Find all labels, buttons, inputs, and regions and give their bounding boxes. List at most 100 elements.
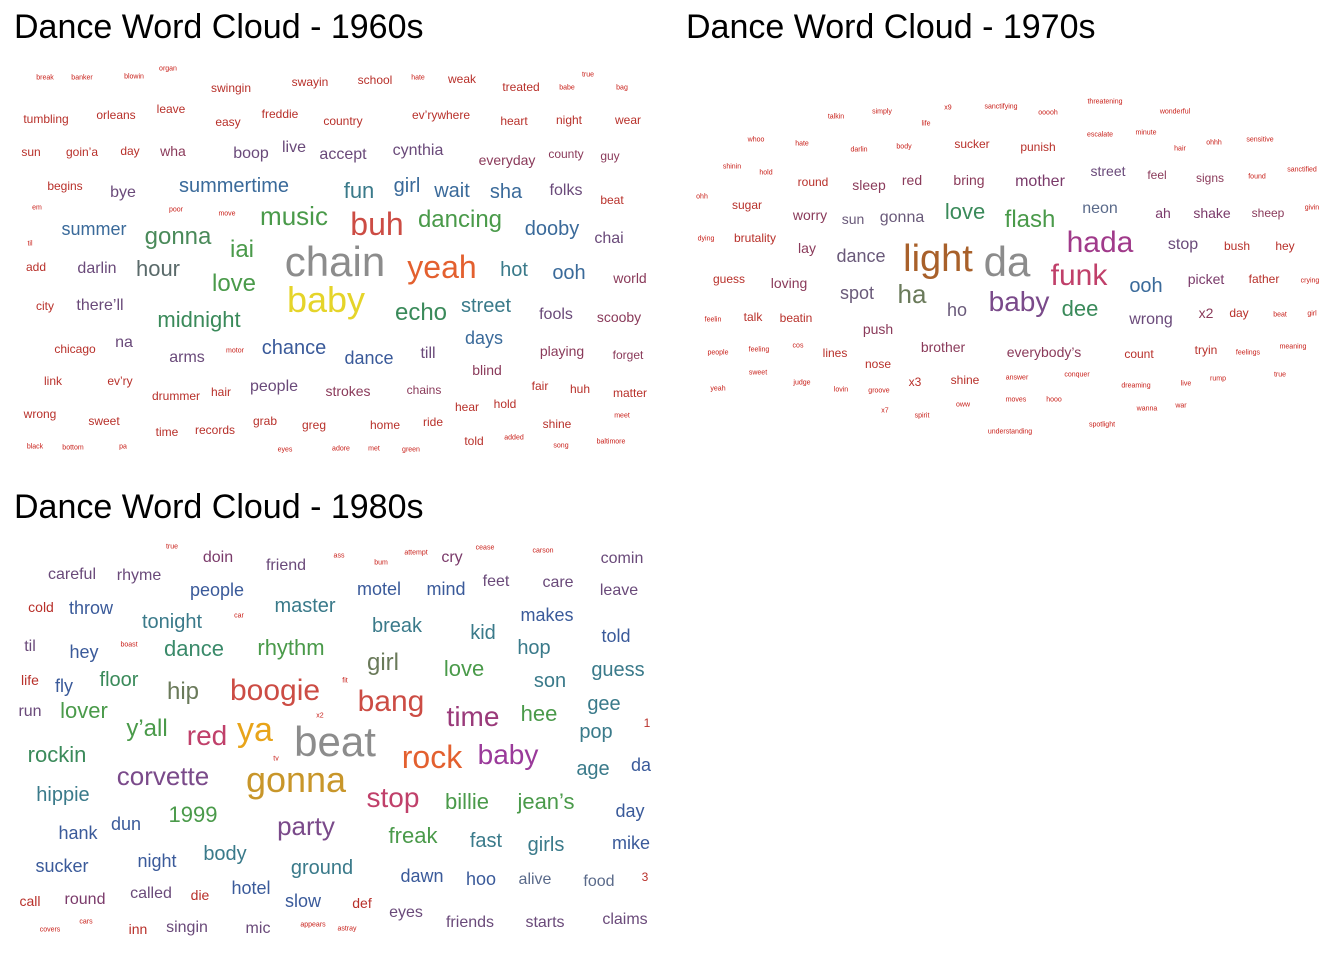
word-drummer: drummer [151, 389, 201, 403]
word-huh: huh [569, 382, 591, 396]
word-organ: organ [159, 65, 177, 73]
word-hear: hear [454, 400, 480, 414]
word-dance: dance [164, 636, 224, 661]
word-meet: meet [614, 412, 630, 420]
word-hee: hee [520, 701, 558, 726]
word-sanctified: sanctified [1287, 166, 1317, 174]
word-sugar: sugar [731, 198, 763, 212]
word-hey: hey [1275, 239, 1295, 253]
word-father: father [1248, 272, 1280, 286]
word-understanding: understanding [987, 428, 1033, 436]
word-easy: easy [215, 115, 241, 129]
word-ohhh: ohhh [1206, 139, 1222, 147]
word-country: country [323, 114, 363, 128]
word-adore: adore [332, 445, 350, 453]
word-x7: x7 [881, 407, 889, 415]
word-darlin: darlin [77, 260, 117, 277]
word-chicago: chicago [54, 342, 96, 356]
word-time: time [446, 701, 500, 732]
word-guy: guy [600, 149, 620, 163]
word-wear: wear [614, 113, 642, 127]
word-told: told [464, 434, 484, 448]
word-gee: gee [587, 693, 621, 715]
word-party: party [277, 811, 335, 841]
word-stop: stop [1167, 236, 1199, 253]
word-summer: summer [61, 219, 127, 239]
word-feet: feet [482, 573, 510, 590]
word-beat: beat [294, 718, 376, 765]
word-whoo: whoo [747, 136, 765, 144]
word-hooo: hooo [1046, 396, 1062, 404]
word-cease: cease [475, 544, 495, 552]
word-red: red [901, 172, 923, 188]
word-hate: hate [795, 140, 809, 148]
word-starts: starts [525, 914, 565, 931]
word-pop: pop [579, 721, 613, 743]
word-sha: sha [489, 181, 523, 203]
word-threatening: threatening [1087, 98, 1123, 106]
word-motor: motor [226, 347, 244, 355]
word-til: til [27, 240, 33, 248]
word-call: call [19, 893, 41, 909]
word-astray: astray [337, 925, 357, 933]
word-body: body [896, 143, 912, 151]
word-forget: forget [612, 348, 644, 362]
word-music: music [260, 201, 328, 231]
word-na: na [115, 334, 133, 351]
word-car: car [234, 612, 244, 620]
word-shinin: shinin [722, 163, 742, 171]
word-1999: 1999 [168, 802, 218, 827]
word-move: move [218, 210, 236, 218]
word-break: break [371, 615, 423, 637]
word-dawn: dawn [400, 866, 444, 886]
word-tryin: tryin [1194, 343, 1218, 357]
word-friend: friend [265, 557, 307, 574]
word-wha: wha [160, 143, 186, 159]
word-night: night [555, 113, 583, 127]
word-flash: flash [1004, 206, 1056, 233]
word-simply: simply [872, 108, 892, 116]
word-pa: pa [119, 443, 127, 451]
word-hop: hop [517, 637, 551, 659]
word-da: da [630, 755, 652, 775]
word-hank: hank [58, 823, 98, 843]
word-meaning: meaning [1279, 343, 1307, 351]
word-people: people [707, 349, 729, 357]
word-food: food [583, 873, 615, 890]
word-round: round [64, 891, 106, 908]
word-cloud: chain baby buh yeah music dancing iai love gonna… [0, 0, 672, 480]
word-folks: folks [549, 182, 583, 199]
word-brother: brother [920, 339, 966, 355]
word-bottom: bottom [62, 444, 84, 452]
word-rump: rump [1210, 375, 1226, 383]
word-life: life [921, 120, 931, 128]
word-add: add [25, 260, 47, 274]
word-told: told [601, 626, 631, 646]
word-there-ll: there’ll [76, 297, 124, 314]
chart-title: Dance Word Cloud - 1960s [14, 8, 424, 46]
word-ev-rywhere: ev’rywhere [411, 108, 471, 122]
word-day: day [1229, 306, 1249, 320]
word-master: master [274, 595, 336, 617]
word-dreaming: dreaming [1121, 382, 1151, 390]
word-motel: motel [356, 579, 402, 599]
word-chai: chai [594, 230, 624, 247]
word-strokes: strokes [325, 383, 371, 399]
word-mother: mother [1015, 173, 1065, 190]
word-neon: neon [1082, 200, 1118, 217]
word-dance: dance [344, 348, 394, 368]
word-x3: x3 [908, 375, 922, 389]
word-die: die [190, 887, 210, 903]
word-wrong: wrong [1129, 311, 1173, 328]
word-poor: poor [168, 206, 184, 214]
word-cloud: beat gonna ya boogie rock bang baby red time stop… [0, 480, 672, 960]
word-chain: chain [284, 238, 386, 285]
word-cynthia: cynthia [392, 142, 444, 159]
word-makes: makes [520, 605, 574, 625]
word-mic: mic [245, 920, 271, 937]
word-y-all: y’all [126, 715, 168, 742]
word-love: love [443, 656, 485, 681]
word-push: push [862, 321, 894, 337]
word-tumbling: tumbling [23, 112, 69, 126]
word-days: days [464, 328, 504, 348]
